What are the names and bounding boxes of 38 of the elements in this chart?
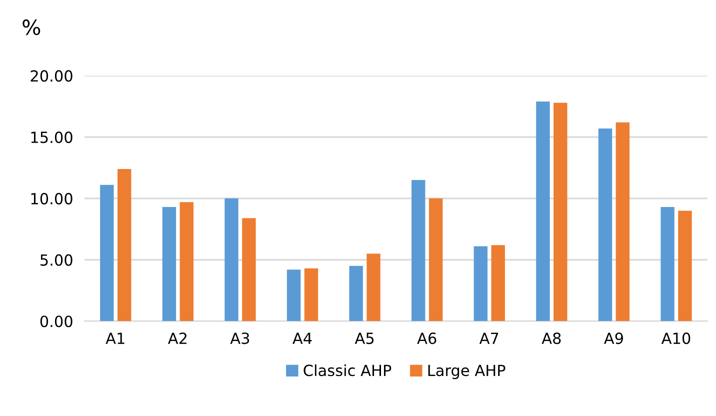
y-tick-label: 0.00 <box>40 316 72 328</box>
bar <box>366 254 380 322</box>
x-tick-label: A3 <box>230 332 250 344</box>
x-tick-label: A6 <box>417 332 436 344</box>
bar <box>536 101 550 322</box>
x-tick-label: A2 <box>168 332 186 344</box>
bar <box>100 184 114 322</box>
bar <box>242 218 256 322</box>
legend-label: Classic AHP <box>304 364 392 376</box>
bar <box>660 207 674 322</box>
bar <box>428 198 443 322</box>
y-axis-title: % <box>22 19 40 36</box>
x-tick-label: A8 <box>542 332 561 344</box>
legend-label: Large AHP <box>428 364 506 380</box>
bar <box>554 102 568 322</box>
x-tick-label: A1 <box>106 332 124 344</box>
bar <box>412 180 426 322</box>
bar <box>162 207 176 322</box>
y-tick-label: 10.00 <box>31 192 72 204</box>
bar <box>118 168 132 322</box>
x-tick-label: A5 <box>354 332 374 344</box>
bar <box>286 270 301 322</box>
bar <box>491 245 505 322</box>
y-tick-label: 20.00 <box>30 70 72 82</box>
bar <box>598 128 612 322</box>
bar <box>349 266 363 322</box>
x-tick-label: A9 <box>604 332 623 344</box>
bar <box>304 268 318 322</box>
bar <box>224 198 238 322</box>
bar <box>678 210 692 322</box>
bar <box>616 122 630 322</box>
x-tick-label: A10 <box>661 332 690 344</box>
x-tick-label: A4 <box>292 332 312 344</box>
y-tick-label: 5.00 <box>40 254 72 266</box>
x-tick-label: A7 <box>479 332 498 344</box>
bar <box>474 246 488 322</box>
bar <box>180 202 194 322</box>
y-tick-label: 15.00 <box>31 132 72 144</box>
